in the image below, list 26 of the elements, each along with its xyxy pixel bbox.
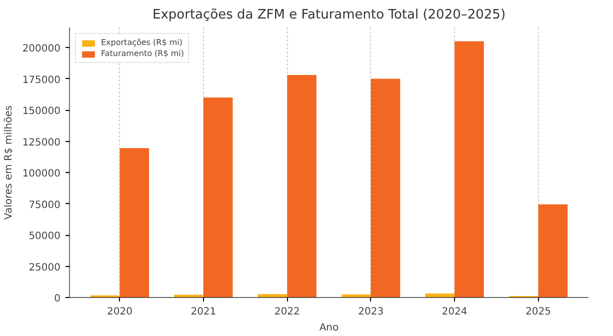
bar xyxy=(287,75,316,298)
chart-title: Exportações da ZFM e Faturamento Total (2020–2025) xyxy=(152,8,506,22)
y-tick-label: 150000 xyxy=(22,106,61,117)
y-tick-label: 0 xyxy=(54,294,61,304)
y-tick-label: 75000 xyxy=(28,200,60,211)
y-tick-label: 100000 xyxy=(22,168,61,180)
x-axis-title: Ano xyxy=(319,322,339,334)
bar xyxy=(454,41,484,298)
x-tick-label: 2023 xyxy=(358,306,384,318)
y-tick-label: 175000 xyxy=(22,74,61,86)
x-tick-label: 2025 xyxy=(526,306,552,318)
bar xyxy=(203,98,233,298)
legend-label: Exportações (R$ mi) xyxy=(101,38,182,47)
y-tick-label: 25000 xyxy=(28,262,60,274)
bar xyxy=(538,204,568,298)
bar xyxy=(120,148,150,298)
x-tick-label: 2024 xyxy=(442,306,468,318)
x-tick-label: 2022 xyxy=(274,306,300,318)
x-tick-label: 2020 xyxy=(107,306,132,318)
bar xyxy=(370,78,400,298)
y-tick-label: 50000 xyxy=(28,231,60,242)
y-tick-label: 125000 xyxy=(22,137,61,148)
y-tick-label: 200000 xyxy=(22,44,61,54)
x-tick-label: 2021 xyxy=(190,306,216,318)
legend-label: Faturamento (R$ mi) xyxy=(101,49,184,58)
y-axis-title: Valores em R$ milhões xyxy=(3,105,14,220)
